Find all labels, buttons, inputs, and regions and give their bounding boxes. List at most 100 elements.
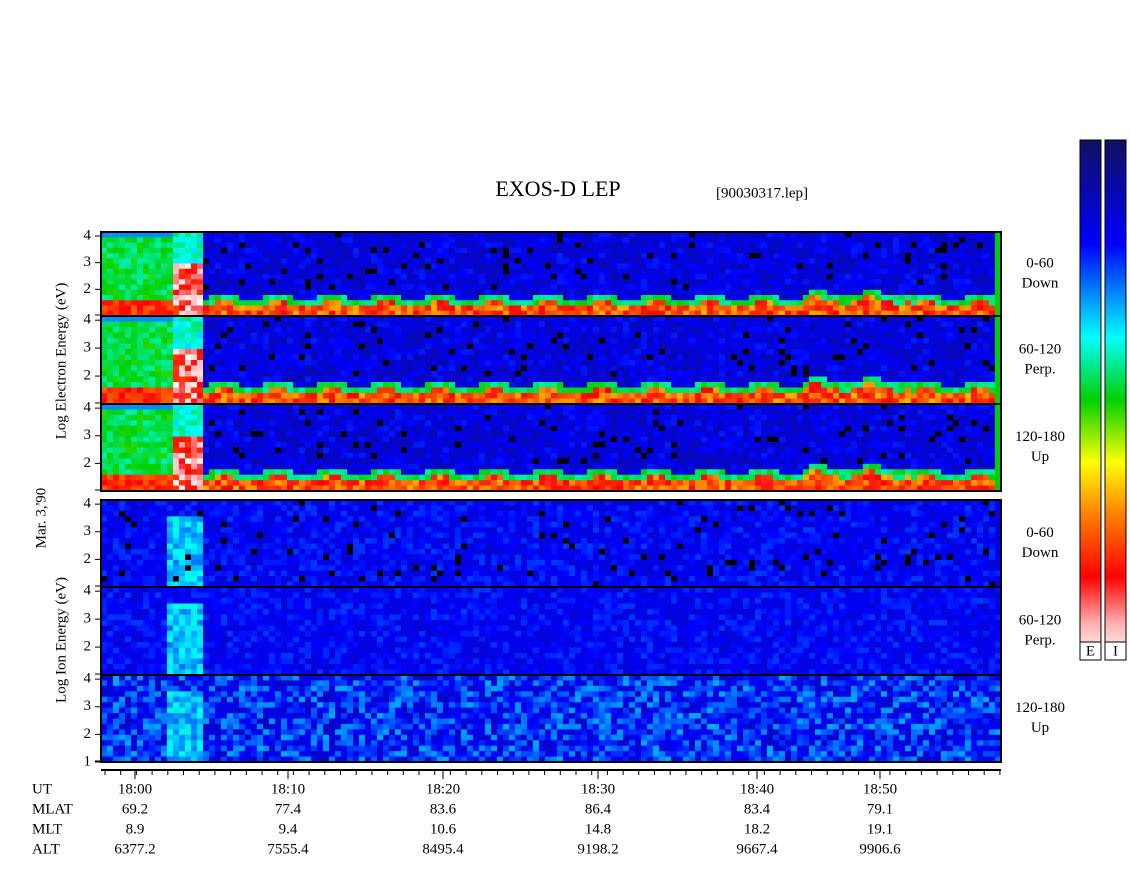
spectrogram-cell (359, 349, 366, 355)
spectrogram-cell (413, 393, 420, 399)
spectrogram-cell (611, 354, 618, 361)
spectrogram-cell (809, 284, 816, 291)
spectrogram-cell (989, 274, 996, 280)
spectrogram-cell (377, 371, 384, 377)
spectrogram-cell (695, 371, 702, 377)
spectrogram-cell (173, 268, 180, 275)
spectrogram-cell (941, 371, 948, 377)
spectrogram-cell (803, 263, 810, 270)
spectrogram-cell (617, 300, 624, 306)
spectrogram-cell (191, 398, 198, 405)
spectrogram-cell (509, 376, 516, 383)
spectrogram-cell (185, 360, 192, 366)
spectrogram-cell (773, 332, 780, 339)
spectrogram-cell (671, 349, 678, 355)
spectrogram-cell (731, 279, 738, 285)
spectrogram-cell (701, 279, 708, 285)
spectrogram-cell (485, 242, 492, 249)
spectrogram-cell (527, 232, 534, 238)
spectrogram-cell (533, 242, 540, 249)
spectrogram-cell (413, 289, 420, 296)
spectrogram-cell (371, 232, 378, 238)
spectrogram-cell (773, 382, 780, 388)
spectrogram-cell (503, 247, 510, 254)
spectrogram-cell (407, 300, 414, 306)
spectrogram-cell (701, 332, 708, 339)
spectrogram-cell (371, 376, 378, 383)
spectrogram-cell (899, 305, 906, 312)
spectrogram-cell (671, 279, 678, 285)
spectrogram-cell (227, 349, 234, 355)
spectrogram-cell (851, 327, 858, 333)
spectrogram-cell (185, 242, 192, 249)
spectrogram-cell (491, 284, 498, 291)
spectrogram-cell (389, 258, 396, 264)
spectrogram-cell (851, 232, 858, 238)
spectrogram-cell (557, 242, 564, 249)
spectrogram-cell (557, 310, 564, 317)
spectrogram-cell (107, 310, 114, 317)
spectrogram-cell (365, 338, 372, 344)
spectrogram-cell (299, 247, 306, 254)
spectrogram-cell (275, 274, 282, 280)
spectrogram-cell (383, 393, 390, 399)
spectrogram-cell (839, 338, 846, 344)
spectrogram-cell (107, 387, 114, 394)
spectrogram-cell (653, 305, 660, 312)
spectrogram-cell (335, 237, 342, 243)
spectrogram-cell (323, 274, 330, 280)
spectrogram-cell (809, 393, 816, 399)
spectrogram-cell (491, 327, 498, 333)
spectrogram-cell (833, 274, 840, 280)
spectrogram-cell (491, 398, 498, 405)
spectrogram-cell (611, 295, 618, 301)
spectrogram-cell (407, 382, 414, 388)
spectrogram-cell (491, 365, 498, 372)
spectrogram-cell (137, 442, 144, 448)
spectrogram-cell (437, 247, 444, 254)
spectrogram-cell (167, 420, 174, 427)
spectrogram-cell (857, 242, 864, 249)
spectrogram-cell (791, 253, 798, 259)
spectrogram-cell (131, 463, 138, 470)
spectrogram-cell (695, 253, 702, 259)
spectrogram-cell (221, 310, 228, 317)
spectrogram-cell (917, 365, 924, 372)
spectrogram-cell (185, 398, 192, 405)
spectrogram-cell (209, 284, 216, 291)
spectrogram-cell (647, 343, 654, 350)
spectrogram-cell (923, 398, 930, 405)
spectrogram-cell (791, 258, 798, 264)
spectrogram-cell (275, 365, 282, 372)
spectrogram-cell (155, 447, 162, 454)
spectrogram-cell (155, 480, 162, 486)
spectrogram-cell (587, 237, 594, 243)
spectrogram-cell (701, 310, 708, 317)
spectrogram-cell (431, 284, 438, 291)
spectrogram-cell (227, 316, 234, 322)
spectrogram-cell (947, 376, 954, 383)
spectrogram-cell (617, 387, 624, 394)
spectrogram-cell (797, 258, 804, 264)
spectrogram-cell (221, 284, 228, 291)
spectrogram-cell (695, 365, 702, 372)
spectrogram-cell (395, 268, 402, 275)
spectrogram-cell (593, 232, 600, 238)
spectrogram-cell (335, 295, 342, 301)
spectrogram-cell (671, 310, 678, 317)
spectrogram-cell (149, 279, 156, 285)
spectrogram-cell (113, 305, 120, 312)
spectrogram-cell (995, 284, 1002, 291)
spectrogram-cell (887, 387, 894, 394)
spectrogram-cell (821, 295, 828, 301)
spectrogram-cell (509, 274, 516, 280)
spectrogram-cell (809, 300, 816, 306)
spectrogram-cell (587, 316, 594, 322)
spectrogram-cell (563, 263, 570, 270)
spectrogram-cell (359, 327, 366, 333)
spectrogram-cell (623, 382, 630, 388)
spectrogram-cell (467, 305, 474, 312)
spectrogram-cell (761, 274, 768, 280)
spectrogram-cell (251, 268, 258, 275)
spectrogram-cell (791, 310, 798, 317)
